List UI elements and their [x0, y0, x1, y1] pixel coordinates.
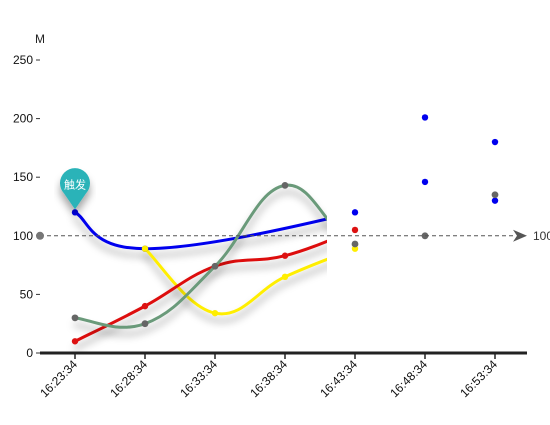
y-tick-label: 250: [13, 53, 33, 67]
data-point: [211, 262, 219, 270]
data-point: [71, 314, 79, 322]
x-tick-label: 16:43:34: [317, 357, 360, 400]
data-point: [71, 209, 79, 216]
y-tick-label: 0: [26, 346, 33, 360]
x-tick-label: 16:48:34: [387, 357, 430, 400]
data-point: [141, 245, 149, 252]
mark-line-arrow: [513, 229, 527, 242]
x-tick-label: 16:38:34: [247, 357, 290, 400]
data-point: [491, 138, 499, 146]
data-point: [491, 197, 499, 204]
data-point: [211, 309, 219, 317]
x-tick-label: 16:33:34: [177, 357, 220, 400]
data-point: [71, 338, 79, 345]
mark-line-start-dot: [36, 231, 44, 240]
data-point: [351, 245, 359, 252]
data-point: [141, 320, 149, 328]
data-point: [351, 226, 359, 234]
data-point: [281, 273, 289, 281]
y-axis-title: M: [35, 32, 45, 46]
series-line: [143, 247, 327, 316]
data-point: [281, 252, 289, 259]
mark-line-label: 100: [533, 229, 550, 243]
data-point: [421, 178, 429, 186]
y-tick-label: 150: [13, 170, 33, 184]
x-tick-label: 16:23:34: [37, 357, 80, 400]
data-point: [351, 240, 359, 248]
y-tick-label: 100: [13, 229, 33, 243]
x-tick-label: 16:53:34: [457, 357, 500, 400]
y-tick-label: 50: [20, 287, 34, 301]
data-point: [281, 182, 289, 189]
mark-point-label: 触发: [64, 177, 86, 191]
data-point: [421, 114, 429, 121]
series-line: [73, 210, 327, 251]
data-point: [491, 191, 499, 199]
data-point: [351, 209, 359, 216]
data-point: [141, 302, 149, 310]
x-tick-label: 16:28:34: [107, 357, 150, 400]
mark-point-pin: [59, 168, 90, 210]
y-tick-label: 200: [13, 112, 33, 126]
